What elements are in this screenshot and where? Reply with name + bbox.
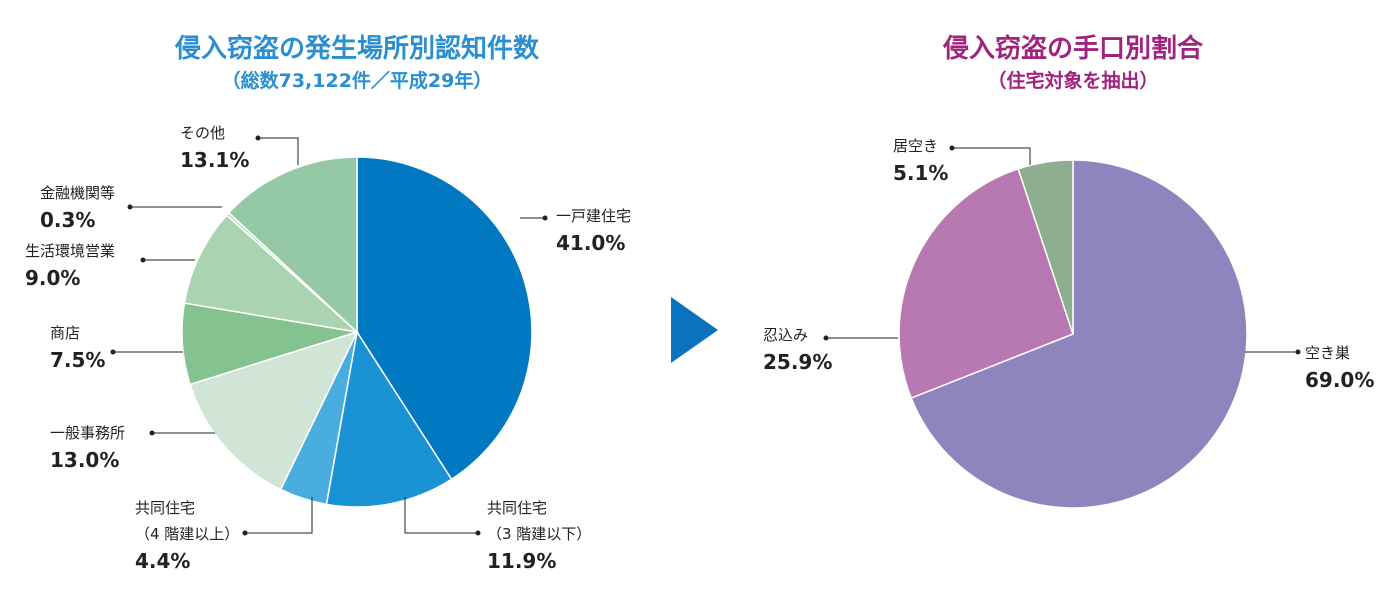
- slice-value: 41.0%: [556, 231, 626, 255]
- leader-dot: [542, 215, 548, 221]
- leader-dot: [1295, 349, 1301, 355]
- slice-value: 11.9%: [487, 549, 557, 573]
- slice-value: 13.0%: [50, 448, 120, 472]
- leader-dot: [242, 530, 248, 536]
- slice-label: 忍込み: [763, 326, 809, 344]
- leader-dot: [110, 349, 116, 355]
- slice-value: 7.5%: [50, 348, 106, 372]
- leader-line: [404, 497, 478, 534]
- chart-title: 侵入窃盗の手口別割合: [942, 34, 1203, 64]
- pie-slice: [1017, 159, 1074, 335]
- pie-slice: [227, 156, 358, 334]
- pie-slice: [898, 167, 1074, 400]
- slice-value: 4.4%: [135, 549, 191, 573]
- leader-dot: [127, 204, 133, 210]
- leader-line: [952, 147, 1031, 165]
- leader-line: [245, 497, 313, 534]
- slice-label: 共同住宅 （4 階建以上）: [135, 499, 240, 543]
- chart-subtitle: （総数73,122件／平成29年）: [221, 70, 493, 92]
- leader-dot: [255, 135, 261, 141]
- slice-label: 金融機関等: [40, 184, 116, 202]
- leader-line: [258, 137, 299, 165]
- pie-slice: [356, 156, 533, 481]
- chart-subtitle: （住宅対象を抽出）: [987, 70, 1159, 92]
- chart-title: 侵入窃盗の発生場所別認知件数: [174, 34, 539, 64]
- slice-label: 居空き: [893, 137, 939, 155]
- slice-value: 13.1%: [180, 148, 250, 172]
- leader-dot: [823, 335, 829, 341]
- slice-value: 5.1%: [893, 161, 949, 185]
- slice-value: 0.3%: [40, 208, 96, 232]
- slice-value: 9.0%: [25, 266, 81, 290]
- leader-dot: [475, 530, 481, 536]
- slice-value: 69.0%: [1305, 368, 1375, 392]
- leader-dot: [949, 145, 955, 151]
- slice-value: 25.9%: [763, 350, 833, 374]
- slice-label: 共同住宅 （3 階建以下）: [487, 499, 592, 543]
- pie-slice: [183, 214, 360, 334]
- slice-label: 生活環境営業: [25, 242, 116, 260]
- slice-label: 一般事務所: [50, 424, 126, 442]
- pie-slice: [910, 159, 1248, 509]
- slice-label: その他: [180, 124, 226, 142]
- arrow: [671, 297, 718, 363]
- slice-label: 商店: [50, 324, 81, 342]
- leader-dot: [149, 430, 155, 436]
- slice-label: 空き巣: [1305, 344, 1351, 362]
- slice-label: 一戸建住宅: [556, 207, 632, 225]
- leader-dot: [140, 257, 146, 263]
- pie-slice: [325, 329, 453, 508]
